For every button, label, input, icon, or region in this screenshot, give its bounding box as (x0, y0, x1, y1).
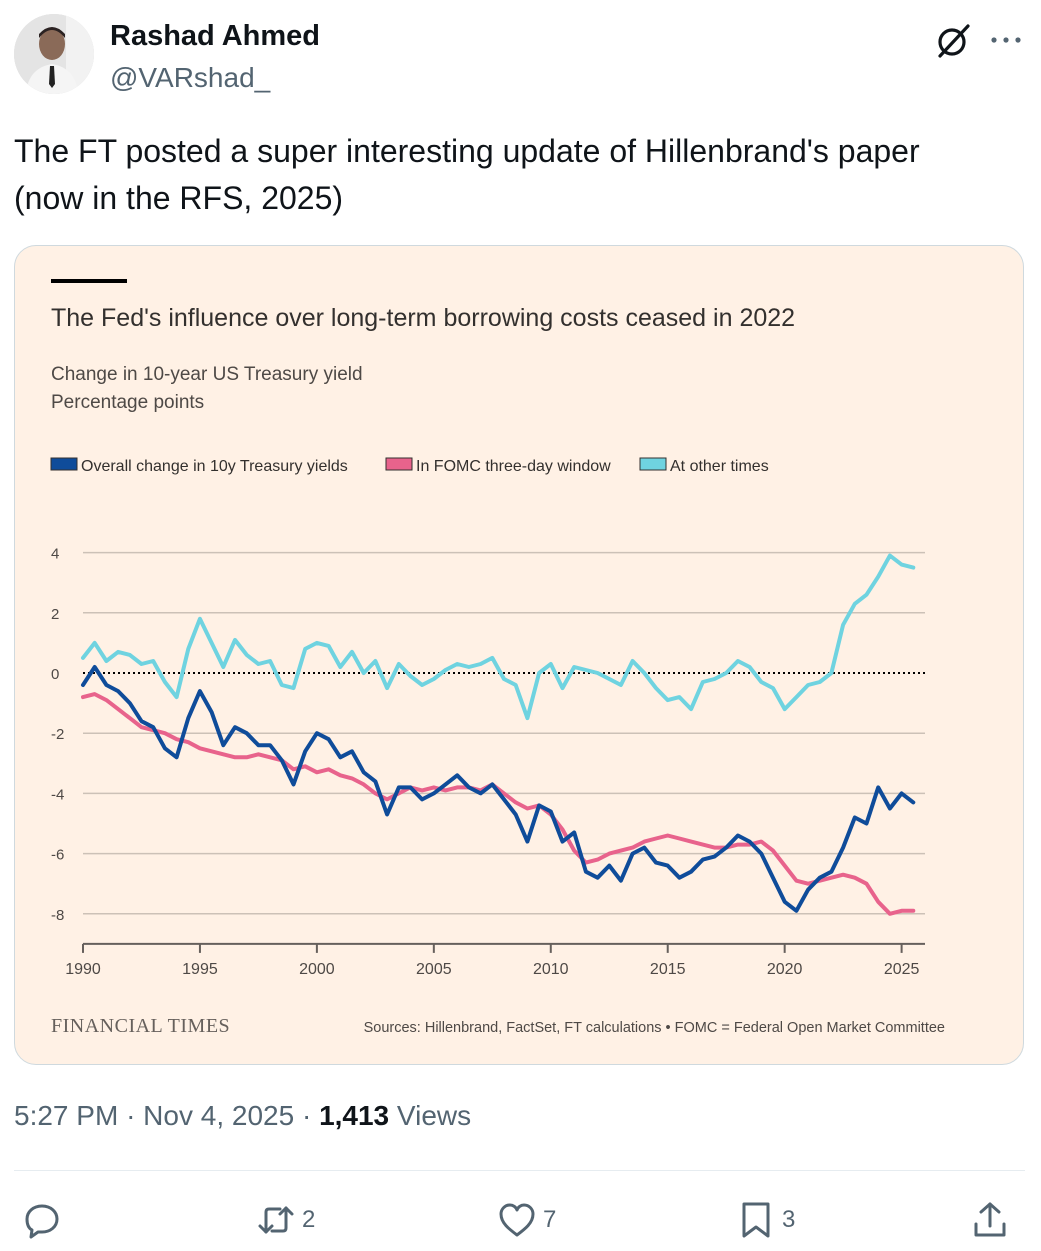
retweet-icon (258, 1206, 294, 1234)
tweet-text: The FT posted a super interesting update… (14, 128, 1014, 222)
reply-button[interactable] (22, 1198, 68, 1242)
meta-separator: · (126, 1100, 144, 1131)
series-line (81, 665, 916, 913)
chart-lines (81, 553, 916, 916)
series-line (81, 553, 916, 721)
views-label: Views (396, 1100, 472, 1131)
tweet-actions: 2 7 3 (0, 1190, 1041, 1250)
tweet-meta: 5:27 PM · Nov 4, 2025 · 1,413 Views (14, 1100, 471, 1132)
chart-source: Sources: Hillenbrand, FactSet, FT calcul… (364, 1020, 945, 1036)
x-tick-label: 2025 (884, 961, 920, 978)
chart-unit: Percentage points (51, 392, 204, 413)
tweet-header: Rashad Ahmed @VARshad_ (14, 14, 1027, 98)
y-tick-label: 2 (51, 606, 59, 623)
chart-image[interactable]: The Fed's influence over long-term borro… (14, 245, 1024, 1065)
x-tick-label: 2015 (650, 961, 686, 978)
legend-label: In FOMC three-day window (416, 458, 611, 475)
more-icon[interactable] (986, 24, 1026, 56)
share-button[interactable] (970, 1198, 1010, 1242)
bookmark-icon (742, 1202, 770, 1238)
legend-item: In FOMC three-day window (385, 457, 611, 475)
legend-item: Overall change in 10y Treasury yields (50, 457, 348, 475)
grok-icon[interactable] (934, 20, 974, 60)
like-count: 7 (543, 1206, 557, 1233)
chart-subtitle: Change in 10-year US Treasury yield (51, 364, 363, 385)
chart-svg: The Fed's influence over long-term borro… (50, 279, 945, 1037)
bookmark-button[interactable]: 3 (736, 1198, 795, 1242)
y-tick-label: 4 (51, 546, 59, 563)
reply-icon (25, 1204, 59, 1239)
legend-label: At other times (670, 458, 769, 475)
y-tick-label: -4 (51, 786, 64, 803)
chart-legend: Overall change in 10y Treasury yields In … (50, 457, 769, 475)
author-handle[interactable]: @VARshad_ (110, 62, 271, 93)
tweet-time[interactable]: 5:27 PM (14, 1100, 119, 1131)
chart-grid: 4 2 0 -2 -4 -6 -8 (51, 546, 925, 924)
y-tick-label: -6 (51, 847, 64, 864)
title-rule (51, 279, 127, 283)
chart-x-axis: 1990 1995 2000 2005 2010 2015 2020 2025 (65, 942, 925, 978)
avatar[interactable] (14, 14, 94, 94)
series-line (81, 692, 916, 916)
meta-separator: · (301, 1100, 320, 1131)
retweet-count: 2 (302, 1206, 316, 1233)
x-tick-label: 1995 (182, 961, 218, 978)
x-tick-label: 2000 (299, 961, 335, 978)
views-count: 1,413 (319, 1100, 390, 1131)
x-tick-label: 2010 (533, 961, 569, 978)
tweet-text-line: (now in the RFS, 2025) (14, 180, 344, 216)
heart-icon (499, 1203, 535, 1237)
y-tick-label: -2 (51, 726, 64, 743)
retweet-button[interactable]: 2 (256, 1198, 315, 1242)
x-tick-label: 2005 (416, 961, 452, 978)
divider (14, 1170, 1025, 1171)
bookmark-count: 3 (782, 1206, 796, 1233)
y-tick-label: 0 (51, 666, 59, 683)
like-button[interactable]: 7 (497, 1198, 556, 1242)
author-name[interactable]: Rashad Ahmed (110, 20, 321, 52)
tweet-date[interactable]: Nov 4, 2025 (143, 1100, 295, 1131)
x-tick-label: 1990 (65, 961, 101, 978)
legend-swatch (385, 457, 413, 471)
x-tick-label: 2020 (767, 961, 803, 978)
legend-label: Overall change in 10y Treasury yields (81, 458, 348, 475)
legend-swatch (50, 457, 78, 471)
y-tick-label: -8 (51, 907, 64, 924)
chart-title: The Fed's influence over long-term borro… (51, 304, 795, 332)
legend-item: At other times (639, 457, 769, 475)
ft-logo: FINANCIAL TIMES (51, 1015, 230, 1037)
legend-swatch (639, 457, 667, 471)
share-icon (974, 1202, 1006, 1237)
tweet-text-line: The FT posted a super interesting update… (14, 133, 920, 169)
